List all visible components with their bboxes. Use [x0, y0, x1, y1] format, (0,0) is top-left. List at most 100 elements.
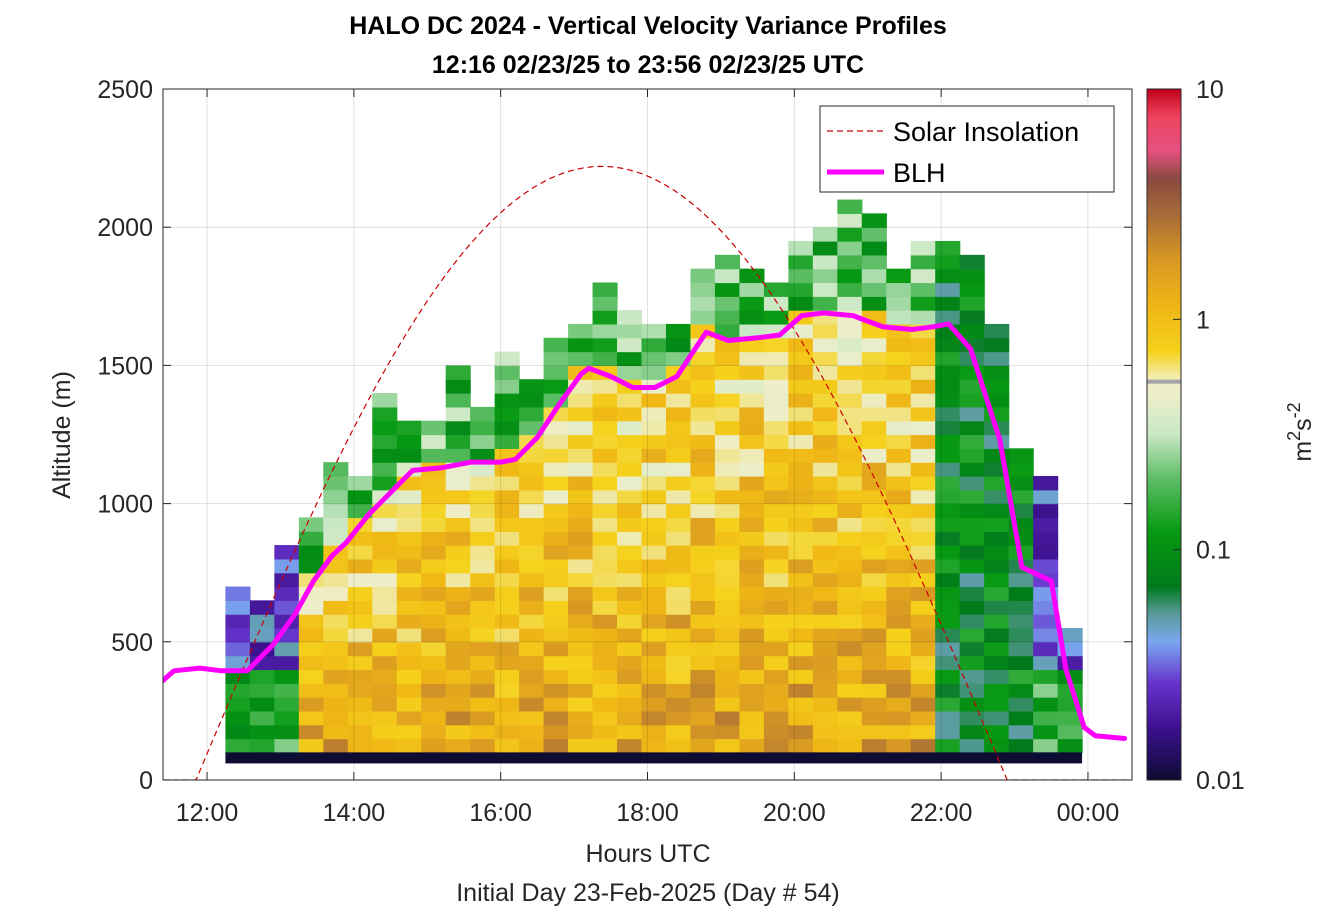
heatmap-cell: [1008, 462, 1034, 477]
heatmap-cell: [543, 697, 569, 712]
heatmap-cell: [249, 738, 275, 753]
heatmap-cell: [225, 683, 251, 698]
heatmap-cell: [568, 434, 594, 449]
heatmap-cell: [372, 586, 398, 601]
heatmap-cell: [714, 310, 741, 325]
heatmap-cell: [837, 282, 863, 297]
heatmap-cell: [714, 627, 741, 643]
heatmap-cell: [690, 434, 716, 449]
heatmap-cell: [494, 462, 520, 477]
heatmap-cell: [861, 213, 887, 228]
heatmap-cell: [812, 503, 838, 519]
x-tick-label: 20:00: [763, 799, 826, 827]
heatmap-cell: [592, 572, 618, 588]
heatmap-cell: [641, 406, 667, 422]
heatmap-cell: [763, 531, 789, 546]
heatmap-cell: [421, 489, 447, 505]
heatmap-cell: [861, 683, 887, 698]
heatmap-cell: [519, 545, 545, 560]
heatmap-cell: [592, 310, 618, 325]
heatmap-cell: [861, 738, 887, 753]
heatmap-cell: [861, 462, 887, 477]
heatmap-cell: [788, 572, 814, 588]
heatmap-cell: [617, 724, 643, 740]
heatmap-cell: [861, 282, 887, 297]
heatmap-cell: [665, 710, 692, 726]
heatmap-cell: [470, 545, 496, 560]
heatmap-cell: [886, 475, 912, 491]
heatmap-cell: [665, 517, 692, 532]
heatmap-cell: [1008, 724, 1034, 740]
heatmap-cell: [788, 393, 814, 408]
heatmap-cell: [421, 641, 447, 657]
heatmap-cell: [421, 586, 447, 601]
heatmap-cell: [788, 434, 814, 449]
heatmap-cell: [788, 683, 814, 698]
heatmap-cell: [837, 669, 863, 684]
chart-subtitle: 12:16 02/23/25 to 23:56 02/23/25 UTC: [432, 51, 864, 79]
heatmap-cell: [690, 282, 716, 297]
y-tick-label: 500: [111, 629, 153, 657]
x-tick-label: 14:00: [323, 799, 386, 827]
heatmap-cell: [519, 627, 545, 643]
heatmap-cell: [225, 655, 251, 671]
heatmap-cell: [665, 531, 692, 546]
heatmap-cell: [837, 213, 863, 228]
heatmap-cell: [984, 738, 1010, 753]
heatmap-cell: [714, 641, 741, 657]
heatmap-cell: [812, 669, 838, 684]
heatmap-cell: [274, 586, 300, 601]
heatmap-cell: [641, 641, 667, 657]
heatmap-cell: [812, 586, 838, 601]
heatmap-cell: [592, 296, 618, 311]
heatmap-cell: [298, 710, 324, 726]
heatmap-cell: [372, 641, 398, 657]
heatmap-cell: [886, 379, 912, 394]
heatmap-cell: [298, 627, 324, 643]
heatmap-cell: [959, 420, 985, 436]
heatmap-cell: [323, 572, 349, 588]
heatmap-cell: [445, 420, 471, 436]
heatmap-cell: [837, 434, 863, 449]
heatmap-cell: [837, 365, 863, 380]
heatmap-cell: [372, 448, 398, 463]
heatmap-cell: [788, 586, 814, 601]
heatmap-cell: [886, 337, 912, 353]
heatmap-cell: [641, 669, 667, 684]
blh-line: [163, 310, 1128, 741]
heatmap-cell: [617, 738, 643, 753]
heatmap-cell: [494, 641, 520, 657]
heatmap-cell: [445, 586, 471, 601]
heatmap-cell: [739, 627, 765, 643]
heatmap-cell: [641, 351, 667, 366]
heatmap-cell: [984, 697, 1010, 712]
heatmap-cell: [910, 337, 936, 353]
heatmap-cell: [910, 379, 936, 394]
heatmap-cell: [886, 296, 912, 311]
heatmap-cell: [788, 337, 814, 353]
legend-box: [819, 105, 1115, 193]
heatmap-cell: [298, 545, 324, 560]
heatmap-cell: [739, 641, 765, 657]
heatmap-cell: [519, 462, 545, 477]
heatmap-cell: [617, 503, 643, 519]
heatmap-cell: [910, 365, 936, 380]
heatmap-cell: [763, 489, 789, 505]
colorbar-unit-s: s: [1289, 418, 1317, 431]
heatmap-cell: [837, 545, 863, 560]
heatmap-cell: [641, 489, 667, 505]
heatmap-cell: [347, 669, 373, 684]
heatmap-cell: [763, 365, 789, 380]
heatmap-cell: [763, 614, 789, 629]
heatmap-cell: [494, 655, 520, 671]
heatmap-cell: [714, 489, 741, 505]
heatmap-cell: [592, 406, 618, 422]
heatmap-cell: [714, 434, 741, 449]
heatmap-cell: [372, 393, 398, 408]
heatmap-cell: [886, 586, 912, 601]
heatmap-cell: [617, 337, 643, 353]
heatmap-cell: [396, 462, 422, 477]
heatmap-cell: [763, 545, 789, 560]
heatmap-cell: [641, 655, 667, 671]
heatmap-cell: [617, 627, 643, 643]
